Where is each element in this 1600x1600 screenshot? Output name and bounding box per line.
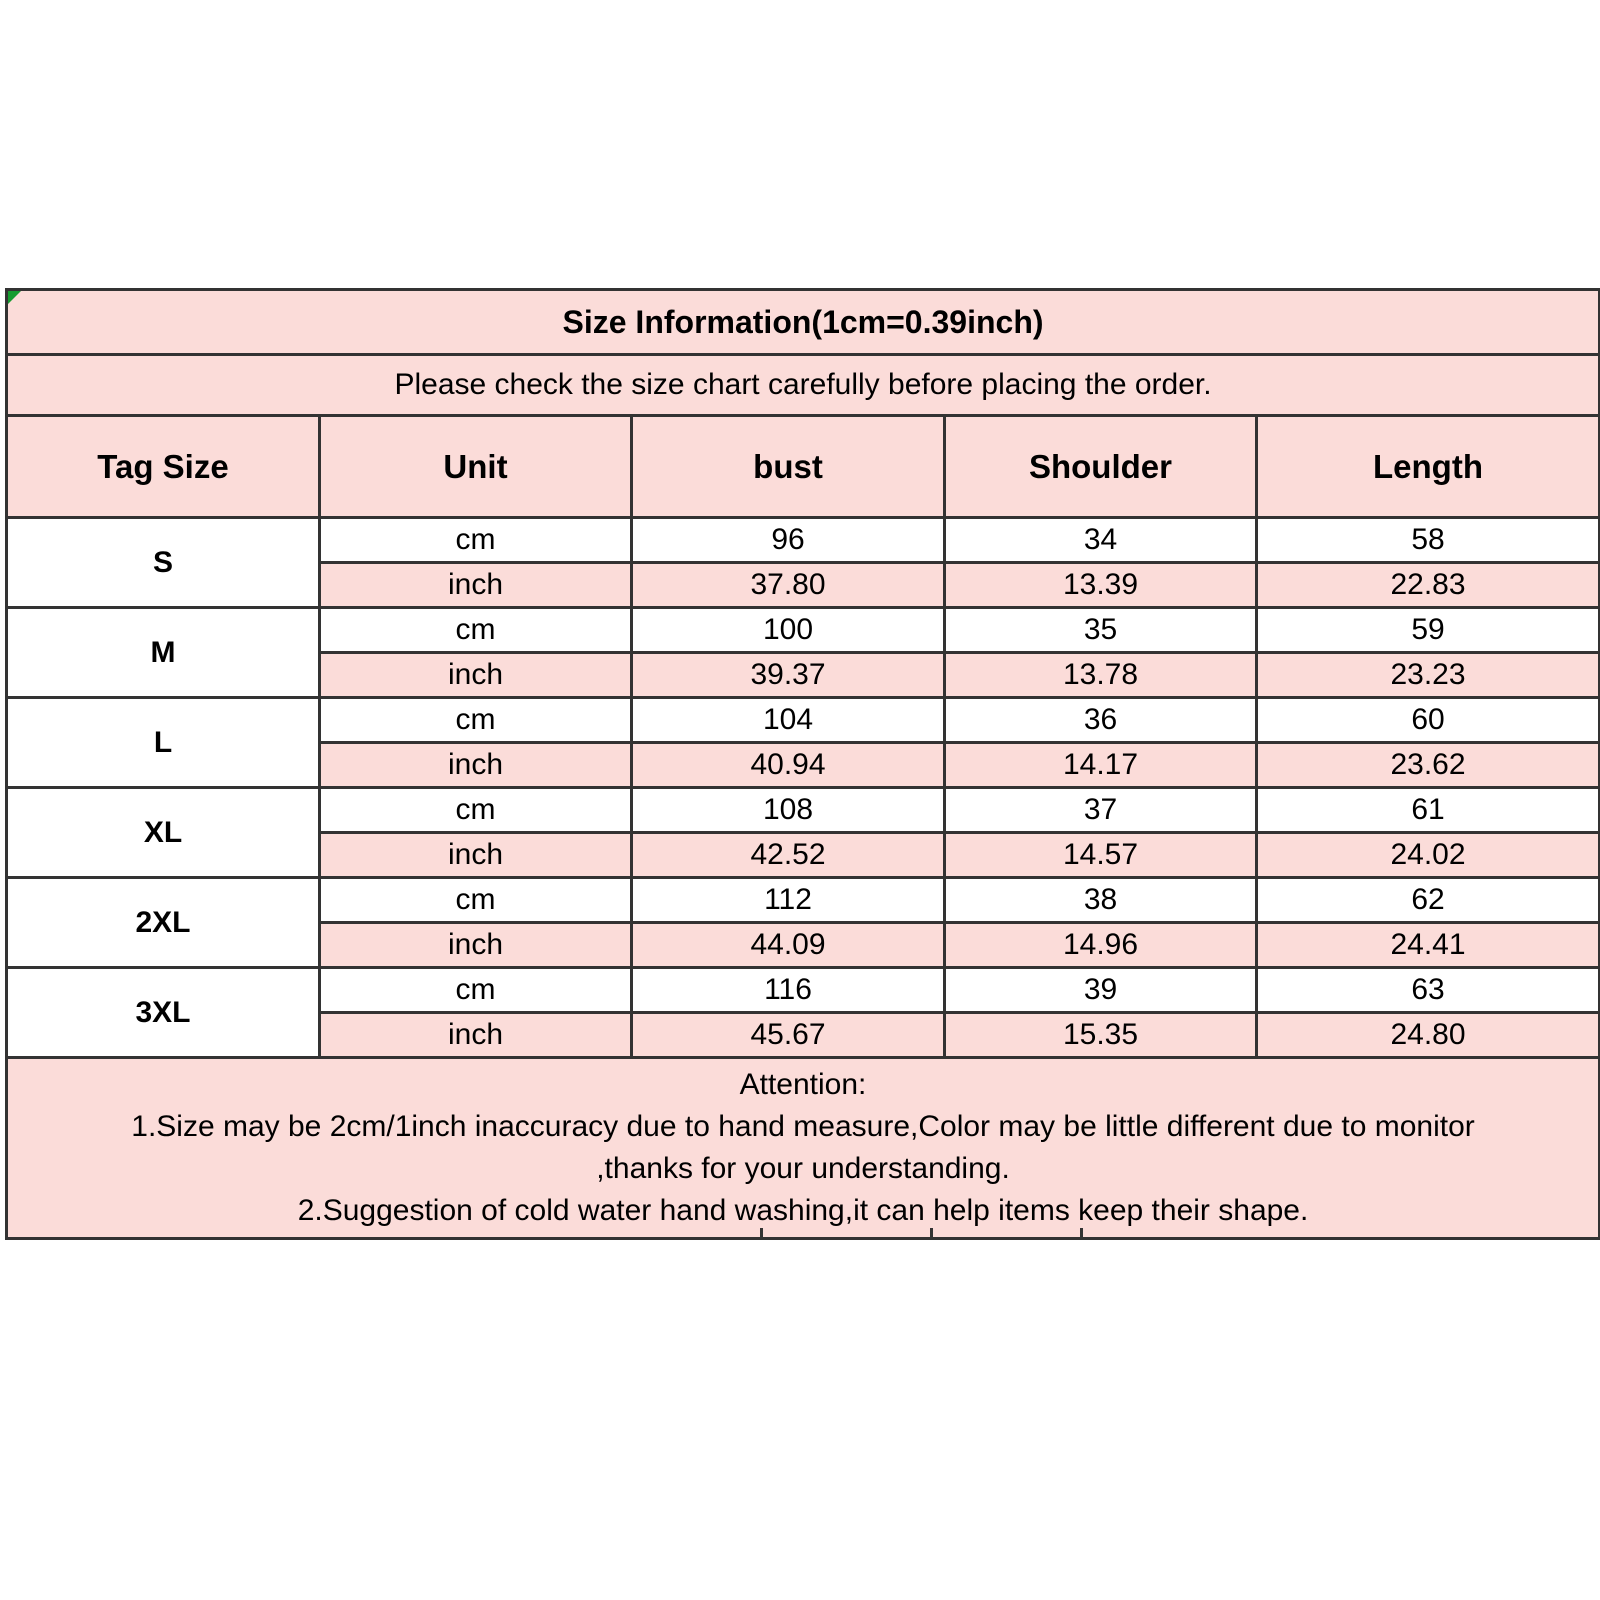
attention-line-2: ,thanks for your understanding.	[596, 1152, 1010, 1185]
bust-cm-value: 108	[630, 786, 946, 834]
unit-inch-cell: inch	[318, 561, 633, 609]
table-title: Size Information(1cm=0.39inch)	[4, 288, 1600, 356]
bust-inch-value: 39.37	[630, 651, 946, 699]
bust-inch-value: 40.94	[630, 741, 946, 789]
grid-line-remnant	[760, 1228, 763, 1236]
tag-size-cell: 2XL	[5, 876, 321, 969]
tag-size-cell: L	[5, 696, 321, 789]
bust-cm-value: 116	[630, 966, 946, 1014]
unit-cm-cell: cm	[318, 606, 633, 654]
column-header-tag-size: Tag Size	[5, 414, 321, 519]
shoulder-cm-value: 36	[943, 696, 1258, 744]
size-row-m-inch: inch 39.37 13.78 23.23	[7, 651, 1600, 699]
unit-cm-cell: cm	[318, 516, 633, 564]
bust-inch-value: 45.67	[630, 1011, 946, 1059]
length-inch-value: 24.41	[1254, 921, 1600, 969]
size-table: Size Information(1cm=0.39inch) Please ch…	[4, 288, 1600, 1240]
size-row-l-inch: inch 40.94 14.17 23.62	[7, 741, 1600, 789]
attention-note: Attention: 1.Size may be 2cm/1inch inacc…	[4, 1056, 1600, 1240]
tag-size-cell: M	[5, 606, 321, 699]
shoulder-inch-value: 15.35	[943, 1011, 1258, 1059]
length-cm-value: 58	[1254, 516, 1600, 564]
bust-inch-value: 37.80	[630, 561, 946, 609]
bust-cm-value: 96	[630, 516, 946, 564]
size-row-2xl-inch: inch 44.09 14.96 24.41	[7, 921, 1600, 969]
grid-line-remnant	[930, 1228, 933, 1236]
size-row-2xl-cm: 2XL cm 112 38 62	[5, 876, 1600, 969]
unit-inch-cell: inch	[318, 741, 633, 789]
column-header-bust: bust	[630, 414, 946, 519]
shoulder-inch-value: 14.17	[943, 741, 1258, 789]
length-inch-value: 24.02	[1254, 831, 1600, 879]
tag-size-cell: XL	[5, 786, 321, 879]
table-header-row: Tag Size Unit bust Shoulder Length	[5, 414, 1600, 519]
tag-size-cell: S	[5, 516, 321, 609]
length-inch-value: 23.23	[1254, 651, 1600, 699]
tag-size-cell: 3XL	[5, 966, 321, 1059]
shoulder-cm-value: 37	[943, 786, 1258, 834]
length-inch-value: 22.83	[1254, 561, 1600, 609]
column-header-length: Length	[1254, 414, 1600, 519]
bust-inch-value: 44.09	[630, 921, 946, 969]
length-cm-value: 62	[1254, 876, 1600, 924]
attention-line-3: 2.Suggestion of cold water hand washing,…	[297, 1194, 1309, 1227]
bust-cm-value: 100	[630, 606, 946, 654]
length-cm-value: 61	[1254, 786, 1600, 834]
size-row-xl-cm: XL cm 108 37 61	[5, 786, 1600, 879]
shoulder-cm-value: 34	[943, 516, 1258, 564]
unit-cm-cell: cm	[318, 966, 633, 1014]
size-row-s-inch: inch 37.80 13.39 22.83	[7, 561, 1600, 609]
shoulder-inch-value: 13.39	[943, 561, 1258, 609]
bust-cm-value: 112	[630, 876, 946, 924]
shoulder-inch-value: 14.96	[943, 921, 1258, 969]
shoulder-cm-value: 35	[943, 606, 1258, 654]
unit-inch-cell: inch	[318, 831, 633, 879]
unit-inch-cell: inch	[318, 1011, 633, 1059]
unit-cm-cell: cm	[318, 696, 633, 744]
size-row-3xl-cm: 3XL cm 116 39 63	[5, 966, 1600, 1059]
attention-row: Attention: 1.Size may be 2cm/1inch inacc…	[4, 1056, 1600, 1240]
unit-inch-cell: inch	[318, 921, 633, 969]
length-inch-value: 23.62	[1254, 741, 1600, 789]
bust-inch-value: 42.52	[630, 831, 946, 879]
size-row-3xl-inch: inch 45.67 15.35 24.80	[7, 1011, 1600, 1059]
shoulder-cm-value: 39	[943, 966, 1258, 1014]
table-title-row: Size Information(1cm=0.39inch)	[4, 288, 1600, 356]
unit-inch-cell: inch	[318, 651, 633, 699]
length-inch-value: 24.80	[1254, 1011, 1600, 1059]
shoulder-cm-value: 38	[943, 876, 1258, 924]
shoulder-inch-value: 14.57	[943, 831, 1258, 879]
attention-heading: Attention:	[739, 1068, 867, 1101]
attention-line-1: 1.Size may be 2cm/1inch inaccuracy due t…	[131, 1110, 1475, 1143]
column-header-unit: Unit	[318, 414, 633, 519]
table-subtitle: Please check the size chart carefully be…	[4, 353, 1600, 417]
bust-cm-value: 104	[630, 696, 946, 744]
unit-cm-cell: cm	[318, 786, 633, 834]
length-cm-value: 63	[1254, 966, 1600, 1014]
table-subtitle-row: Please check the size chart carefully be…	[4, 353, 1600, 417]
length-cm-value: 59	[1254, 606, 1600, 654]
length-cm-value: 60	[1254, 696, 1600, 744]
spreadsheet-corner-marker-icon	[8, 291, 21, 304]
size-row-xl-inch: inch 42.52 14.57 24.02	[7, 831, 1600, 879]
column-header-shoulder: Shoulder	[943, 414, 1258, 519]
grid-line-remnant	[1080, 1228, 1083, 1236]
shoulder-inch-value: 13.78	[943, 651, 1258, 699]
size-table-container: Size Information(1cm=0.39inch) Please ch…	[4, 288, 1600, 1240]
unit-cm-cell: cm	[318, 876, 633, 924]
